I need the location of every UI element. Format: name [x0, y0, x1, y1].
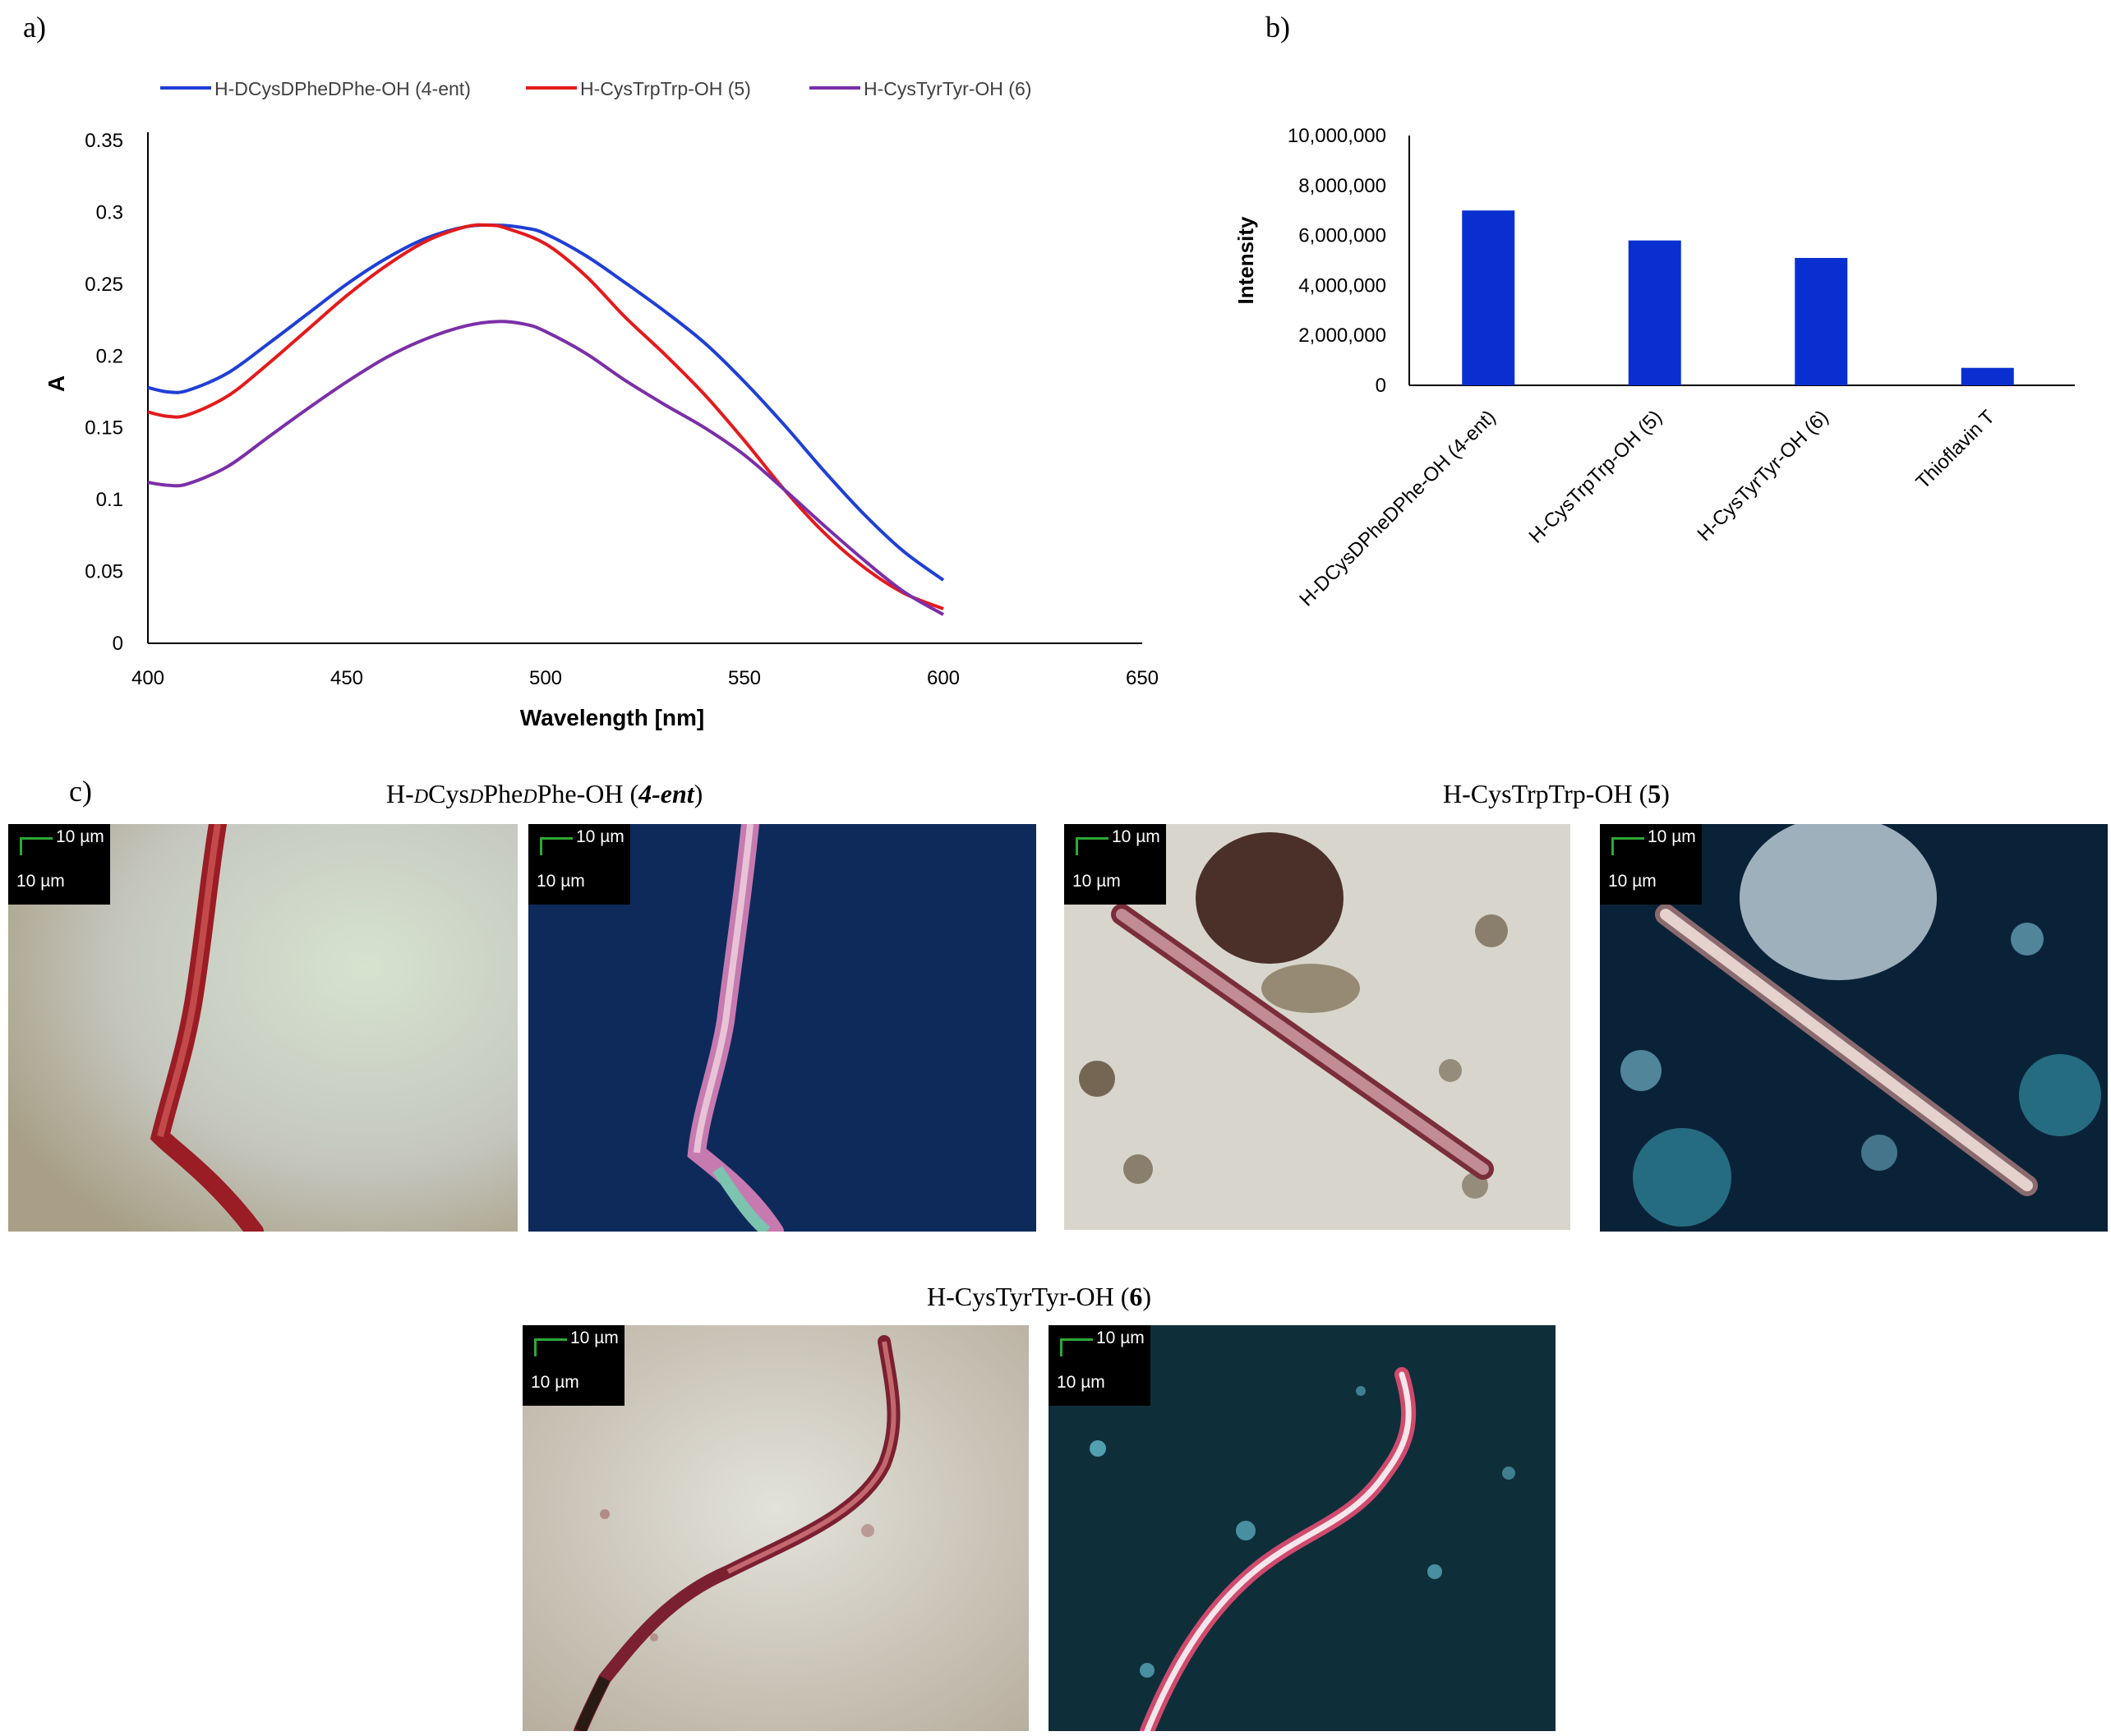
legend-label: H-CysTyrTyr-OH (6)	[864, 78, 1031, 99]
series-line	[147, 223, 944, 610]
y-tick-label: 0	[1376, 375, 1386, 397]
x-axis-title: Wavelength [nm]	[520, 705, 705, 730]
y-tick-label: 6,000,000	[1298, 225, 1386, 247]
micrograph-6-polarized: 10 µm 10 µm	[1049, 1325, 1556, 1731]
scale-bar: 10 µm 10 µm	[1064, 824, 1166, 905]
legend-label: H-DCysDPheDPhe-OH (4-ent)	[214, 78, 471, 99]
series-line	[147, 320, 945, 616]
panel-c-label: c)	[69, 775, 92, 808]
scale-bar: 10 µm 10 µm	[8, 824, 110, 905]
bar	[1628, 240, 1681, 385]
y-tick-label: 0.35	[85, 130, 123, 152]
x-tick-label: 450	[330, 667, 363, 689]
y-tick-label: 0.1	[96, 489, 123, 511]
x-tick-label: 550	[728, 667, 761, 689]
bar	[1961, 367, 2014, 385]
panel-b-label: b)	[1265, 11, 1290, 44]
y-tick-label: 0.15	[85, 417, 123, 440]
y-tick-label: 0.2	[96, 345, 123, 367]
micrograph-title-4ent: H-DCysDPheDPhe-OH (4-ent)	[386, 779, 703, 808]
y-tick-label: 2,000,000	[1298, 325, 1386, 347]
micrograph-title-6: H-CysTyrTyr-OH (6)	[927, 1282, 1152, 1311]
y-tick-label: 0.05	[85, 561, 123, 583]
panel-a-label: a)	[23, 11, 46, 44]
intensity-bar-chart: 0 2,000,000 4,000,000 6,000,000 8,000,000 10,…	[1233, 125, 2075, 610]
micrograph-6-brightfield: 10 µm 10 µm	[523, 1325, 1029, 1731]
scale-bar: 10 µm 10 µm	[523, 1325, 625, 1406]
scale-bar: 10 µm 10 µm	[1049, 1325, 1150, 1406]
y-tick-label: 10,000,000	[1288, 125, 1386, 147]
scale-bar: 10 µm 10 µm	[1600, 824, 1702, 905]
bar	[1462, 210, 1515, 385]
y-tick-label: 0.25	[85, 274, 123, 296]
x-tick-label: Thioflavin T	[1911, 406, 1999, 494]
series-line	[147, 223, 945, 582]
legend-label: H-CysTrpTrp-OH (5)	[580, 78, 751, 99]
bar	[1795, 257, 1848, 385]
x-tick-label: H-CysTrpTrp-OH (5)	[1525, 406, 1666, 547]
y-tick-label: 0.3	[96, 201, 123, 223]
x-tick-label: 500	[529, 667, 562, 689]
y-tick-label: 0	[113, 633, 123, 655]
micrograph-4ent-brightfield: 10 µm 10 µm	[8, 824, 518, 1232]
y-tick-label: 4,000,000	[1298, 274, 1386, 297]
absorbance-line-chart: H-DCysDPheDPhe-OH (4-ent) H-CysTrpTrp-OH …	[44, 78, 1159, 730]
y-axis-title: Intensity	[1233, 216, 1258, 304]
x-tick-label: 600	[927, 667, 960, 689]
micrograph-title-5: H-CysTrpTrp-OH (5)	[1443, 779, 1670, 808]
y-tick-label: 8,000,000	[1298, 175, 1386, 197]
micrograph-4ent-polarized: 10 µm 10 µm	[528, 824, 1036, 1232]
micrograph-5-brightfield: 10 µm 10 µm	[1064, 824, 1570, 1230]
x-tick-label: 400	[131, 667, 164, 689]
x-tick-label: H-CysTyrTyr-OH (6)	[1694, 406, 1833, 546]
x-tick-label: 650	[1126, 667, 1159, 689]
y-axis-title: A	[44, 375, 69, 392]
x-tick-label: H-DCysDPheDPhe-OH (4-ent)	[1295, 406, 1500, 610]
scale-bar: 10 µm 10 µm	[528, 824, 630, 905]
micrograph-5-polarized: 10 µm 10 µm	[1600, 824, 2108, 1232]
